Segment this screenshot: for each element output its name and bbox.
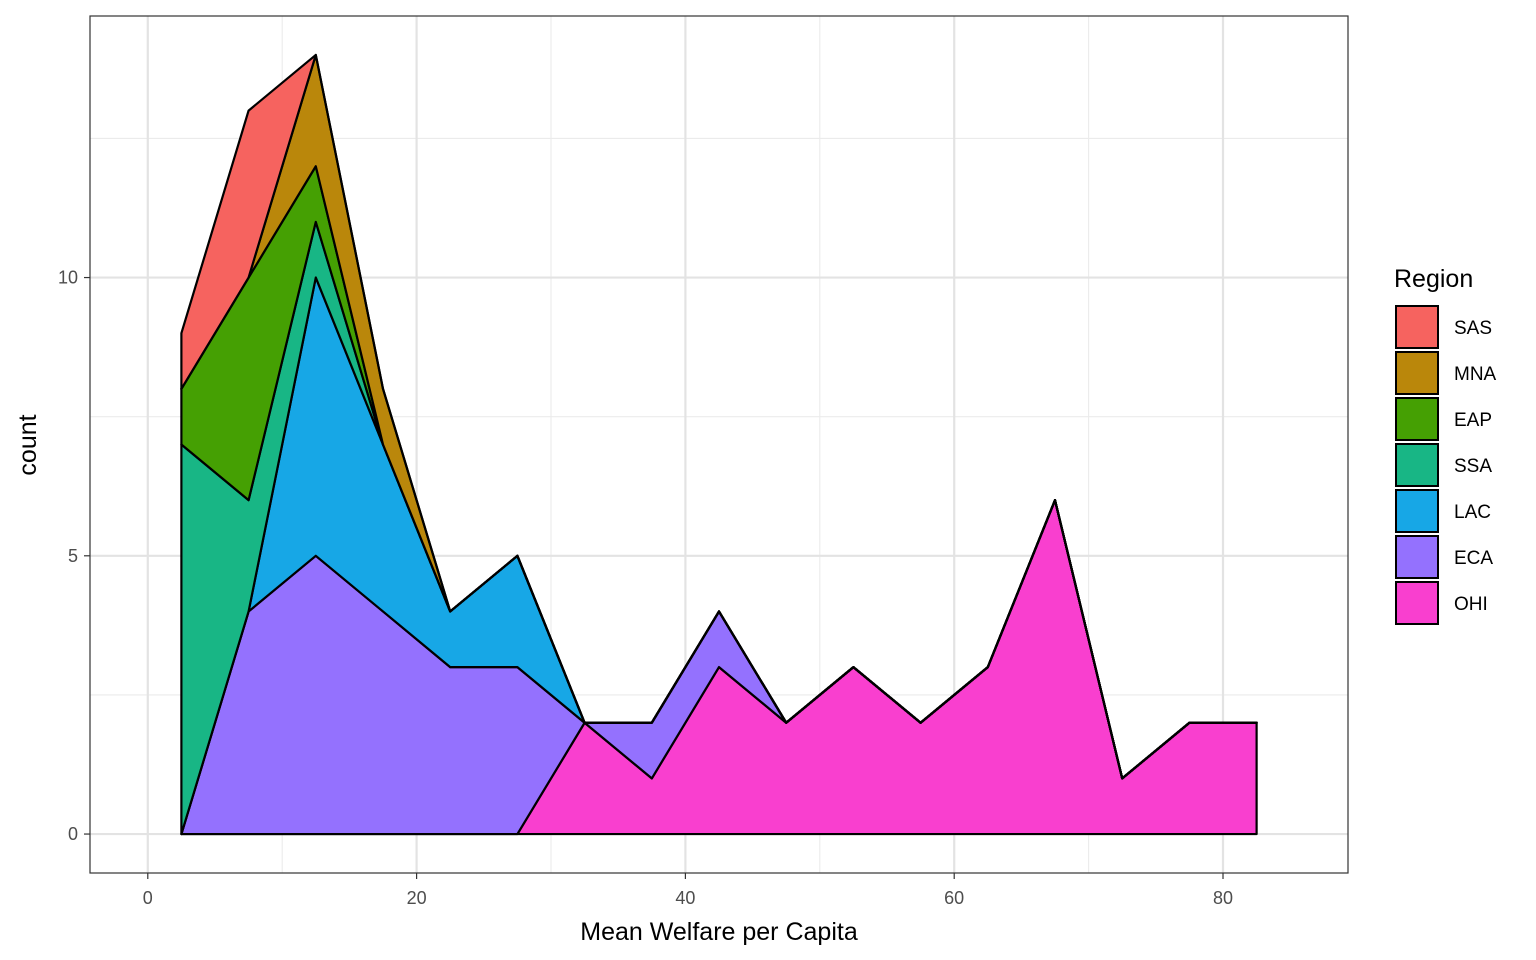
legend-label-ssa: SSA xyxy=(1454,456,1492,477)
plot-panel-border xyxy=(89,15,1349,874)
x-tick-label: 80 xyxy=(1213,888,1233,908)
legend-title: Region xyxy=(1394,265,1473,293)
legend: Region SAS MNA EAP SSA LAC ECA OHI xyxy=(1394,265,1497,625)
legend-swatch-ssa xyxy=(1395,443,1439,487)
y-axis-title: count xyxy=(14,414,42,475)
legend-label-eap: EAP xyxy=(1454,410,1492,431)
legend-swatch-lac xyxy=(1395,489,1439,533)
legend-label-lac: LAC xyxy=(1454,502,1491,523)
y-tick-label: 10 xyxy=(58,268,78,288)
legend-swatch-ohi xyxy=(1395,581,1439,625)
x-axis: 0 20 40 60 80 xyxy=(143,873,1233,908)
y-tick-label: 0 xyxy=(68,824,78,844)
legend-swatch-mna xyxy=(1395,351,1439,395)
x-tick-label: 20 xyxy=(407,888,427,908)
x-axis-title: Mean Welfare per Capita xyxy=(580,918,858,946)
legend-label-mna: MNA xyxy=(1454,364,1497,385)
x-tick-label: 60 xyxy=(944,888,964,908)
legend-label-ohi: OHI xyxy=(1454,594,1488,615)
y-tick-label: 5 xyxy=(68,546,78,566)
legend-label-eca: ECA xyxy=(1454,548,1493,569)
legend-swatch-sas xyxy=(1395,305,1439,349)
x-tick-label: 40 xyxy=(675,888,695,908)
area-sas xyxy=(180,53,1258,780)
x-tick-label: 0 xyxy=(143,888,153,908)
y-axis: 0 5 10 xyxy=(58,268,90,844)
legend-swatch-eap xyxy=(1395,397,1439,441)
legend-label-sas: SAS xyxy=(1454,318,1492,339)
stacked-areas xyxy=(180,53,1258,836)
legend-swatch-eca xyxy=(1395,535,1439,579)
